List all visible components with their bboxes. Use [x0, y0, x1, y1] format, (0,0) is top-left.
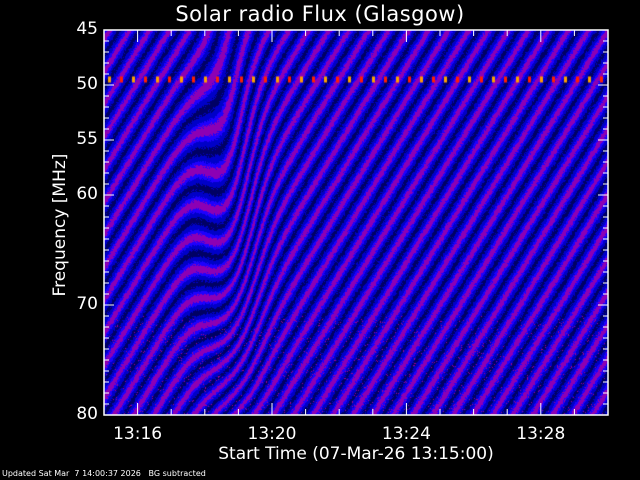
- y-tick-label: 45: [76, 19, 98, 39]
- x-tick-label: 13:20: [247, 424, 297, 444]
- x-axis-label: Start Time (07-Mar-26 13:15:00): [218, 444, 494, 464]
- x-tick-label: 13:28: [516, 424, 566, 444]
- updated-timestamp: Updated Sat Mar 7 14:00:37 2026: [2, 469, 141, 478]
- y-tick-label: 50: [76, 74, 98, 94]
- y-axis-label: Frequency [MHz]: [50, 153, 70, 297]
- chart-title: Solar radio Flux (Glasgow): [175, 2, 465, 26]
- footer-status: Updated Sat Mar 7 14:00:37 2026 BG subtr…: [2, 469, 206, 478]
- y-tick-label: 80: [76, 404, 98, 424]
- x-tick-label: 13:16: [113, 424, 163, 444]
- x-tick-label: 13:24: [381, 424, 431, 444]
- y-tick-label: 70: [76, 294, 98, 314]
- bg-note: BG subtracted: [148, 469, 206, 478]
- y-tick-label: 60: [76, 184, 98, 204]
- y-tick-label: 55: [76, 129, 98, 149]
